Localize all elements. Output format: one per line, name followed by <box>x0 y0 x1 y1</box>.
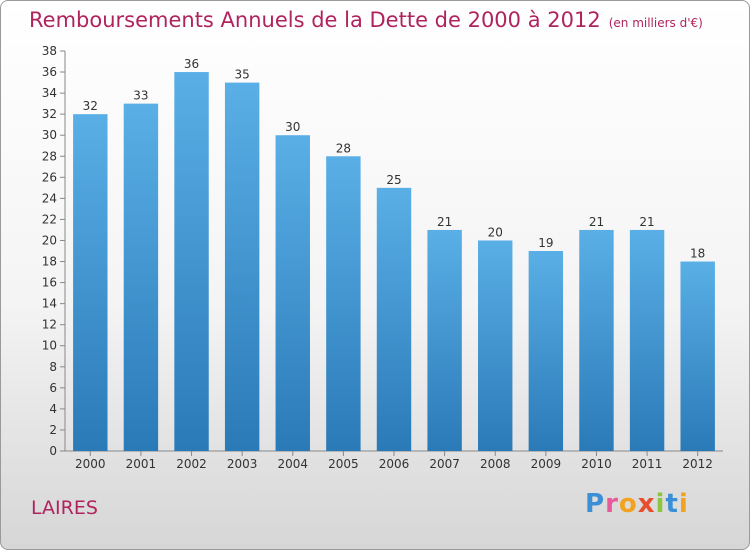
data-label: 36 <box>184 57 199 71</box>
data-label: 21 <box>589 215 604 229</box>
y-tick-label: 26 <box>42 170 57 184</box>
y-tick-label: 6 <box>49 381 57 395</box>
bar <box>579 229 614 451</box>
bar <box>275 135 310 452</box>
data-label: 18 <box>690 247 705 261</box>
x-tick-label: 2004 <box>277 457 308 471</box>
x-tick-label: 2010 <box>581 457 612 471</box>
bar <box>629 229 665 451</box>
y-tick-label: 22 <box>42 212 57 226</box>
y-tick-label: 32 <box>42 107 57 121</box>
bar <box>680 261 715 451</box>
y-tick-label: 16 <box>42 276 57 290</box>
x-tick-label: 2008 <box>480 457 511 471</box>
bar <box>123 103 159 451</box>
data-label: 33 <box>133 89 148 103</box>
data-label: 21 <box>437 215 452 229</box>
y-tick-label: 0 <box>49 444 57 458</box>
y-tick-label: 34 <box>42 86 57 100</box>
bar <box>376 187 412 451</box>
data-label: 25 <box>386 173 401 187</box>
y-tick-label: 24 <box>42 191 57 205</box>
x-tick-label: 2002 <box>176 457 207 471</box>
bar <box>73 114 108 451</box>
x-tick-label: 2005 <box>328 457 359 471</box>
x-tick-label: 2003 <box>227 457 258 471</box>
bar <box>174 72 209 451</box>
data-label: 19 <box>538 236 553 250</box>
x-tick-label: 2007 <box>429 457 460 471</box>
y-tick-label: 30 <box>42 128 57 142</box>
brand-logo: Proxiti <box>585 489 689 519</box>
x-tick-label: 2009 <box>531 457 562 471</box>
chart-subtitle: (en milliers d'€) <box>608 16 703 30</box>
x-tick-label: 2006 <box>379 457 410 471</box>
y-tick-label: 36 <box>42 65 57 79</box>
data-label: 30 <box>285 120 300 134</box>
y-tick-label: 10 <box>42 339 57 353</box>
y-tick-label: 8 <box>49 360 57 374</box>
data-label: 32 <box>83 99 98 113</box>
y-tick-label: 12 <box>42 318 57 332</box>
y-tick-label: 28 <box>42 149 57 163</box>
chart-title: Remboursements Annuels de la Dette de 20… <box>29 8 703 32</box>
bar <box>427 229 462 451</box>
y-tick-label: 38 <box>42 44 57 58</box>
x-tick-label: 2000 <box>75 457 106 471</box>
bar <box>528 251 564 451</box>
bar <box>478 240 513 451</box>
y-tick-label: 18 <box>42 255 57 269</box>
place-name: LAIRES <box>31 497 98 519</box>
bar <box>224 82 260 451</box>
y-tick-label: 2 <box>49 423 57 437</box>
chart-title-text: Remboursements Annuels de la Dette de 20… <box>29 8 601 32</box>
x-tick-label: 2001 <box>126 457 157 471</box>
y-tick-label: 4 <box>49 402 57 416</box>
x-tick-label: 2011 <box>632 457 663 471</box>
y-tick-label: 20 <box>42 233 57 247</box>
x-tick-label: 2012 <box>682 457 713 471</box>
data-label: 20 <box>488 225 503 239</box>
y-tick-label: 14 <box>42 297 57 311</box>
data-label: 28 <box>336 141 351 155</box>
bar <box>326 156 361 451</box>
data-label: 21 <box>639 215 654 229</box>
data-label: 35 <box>235 68 250 82</box>
